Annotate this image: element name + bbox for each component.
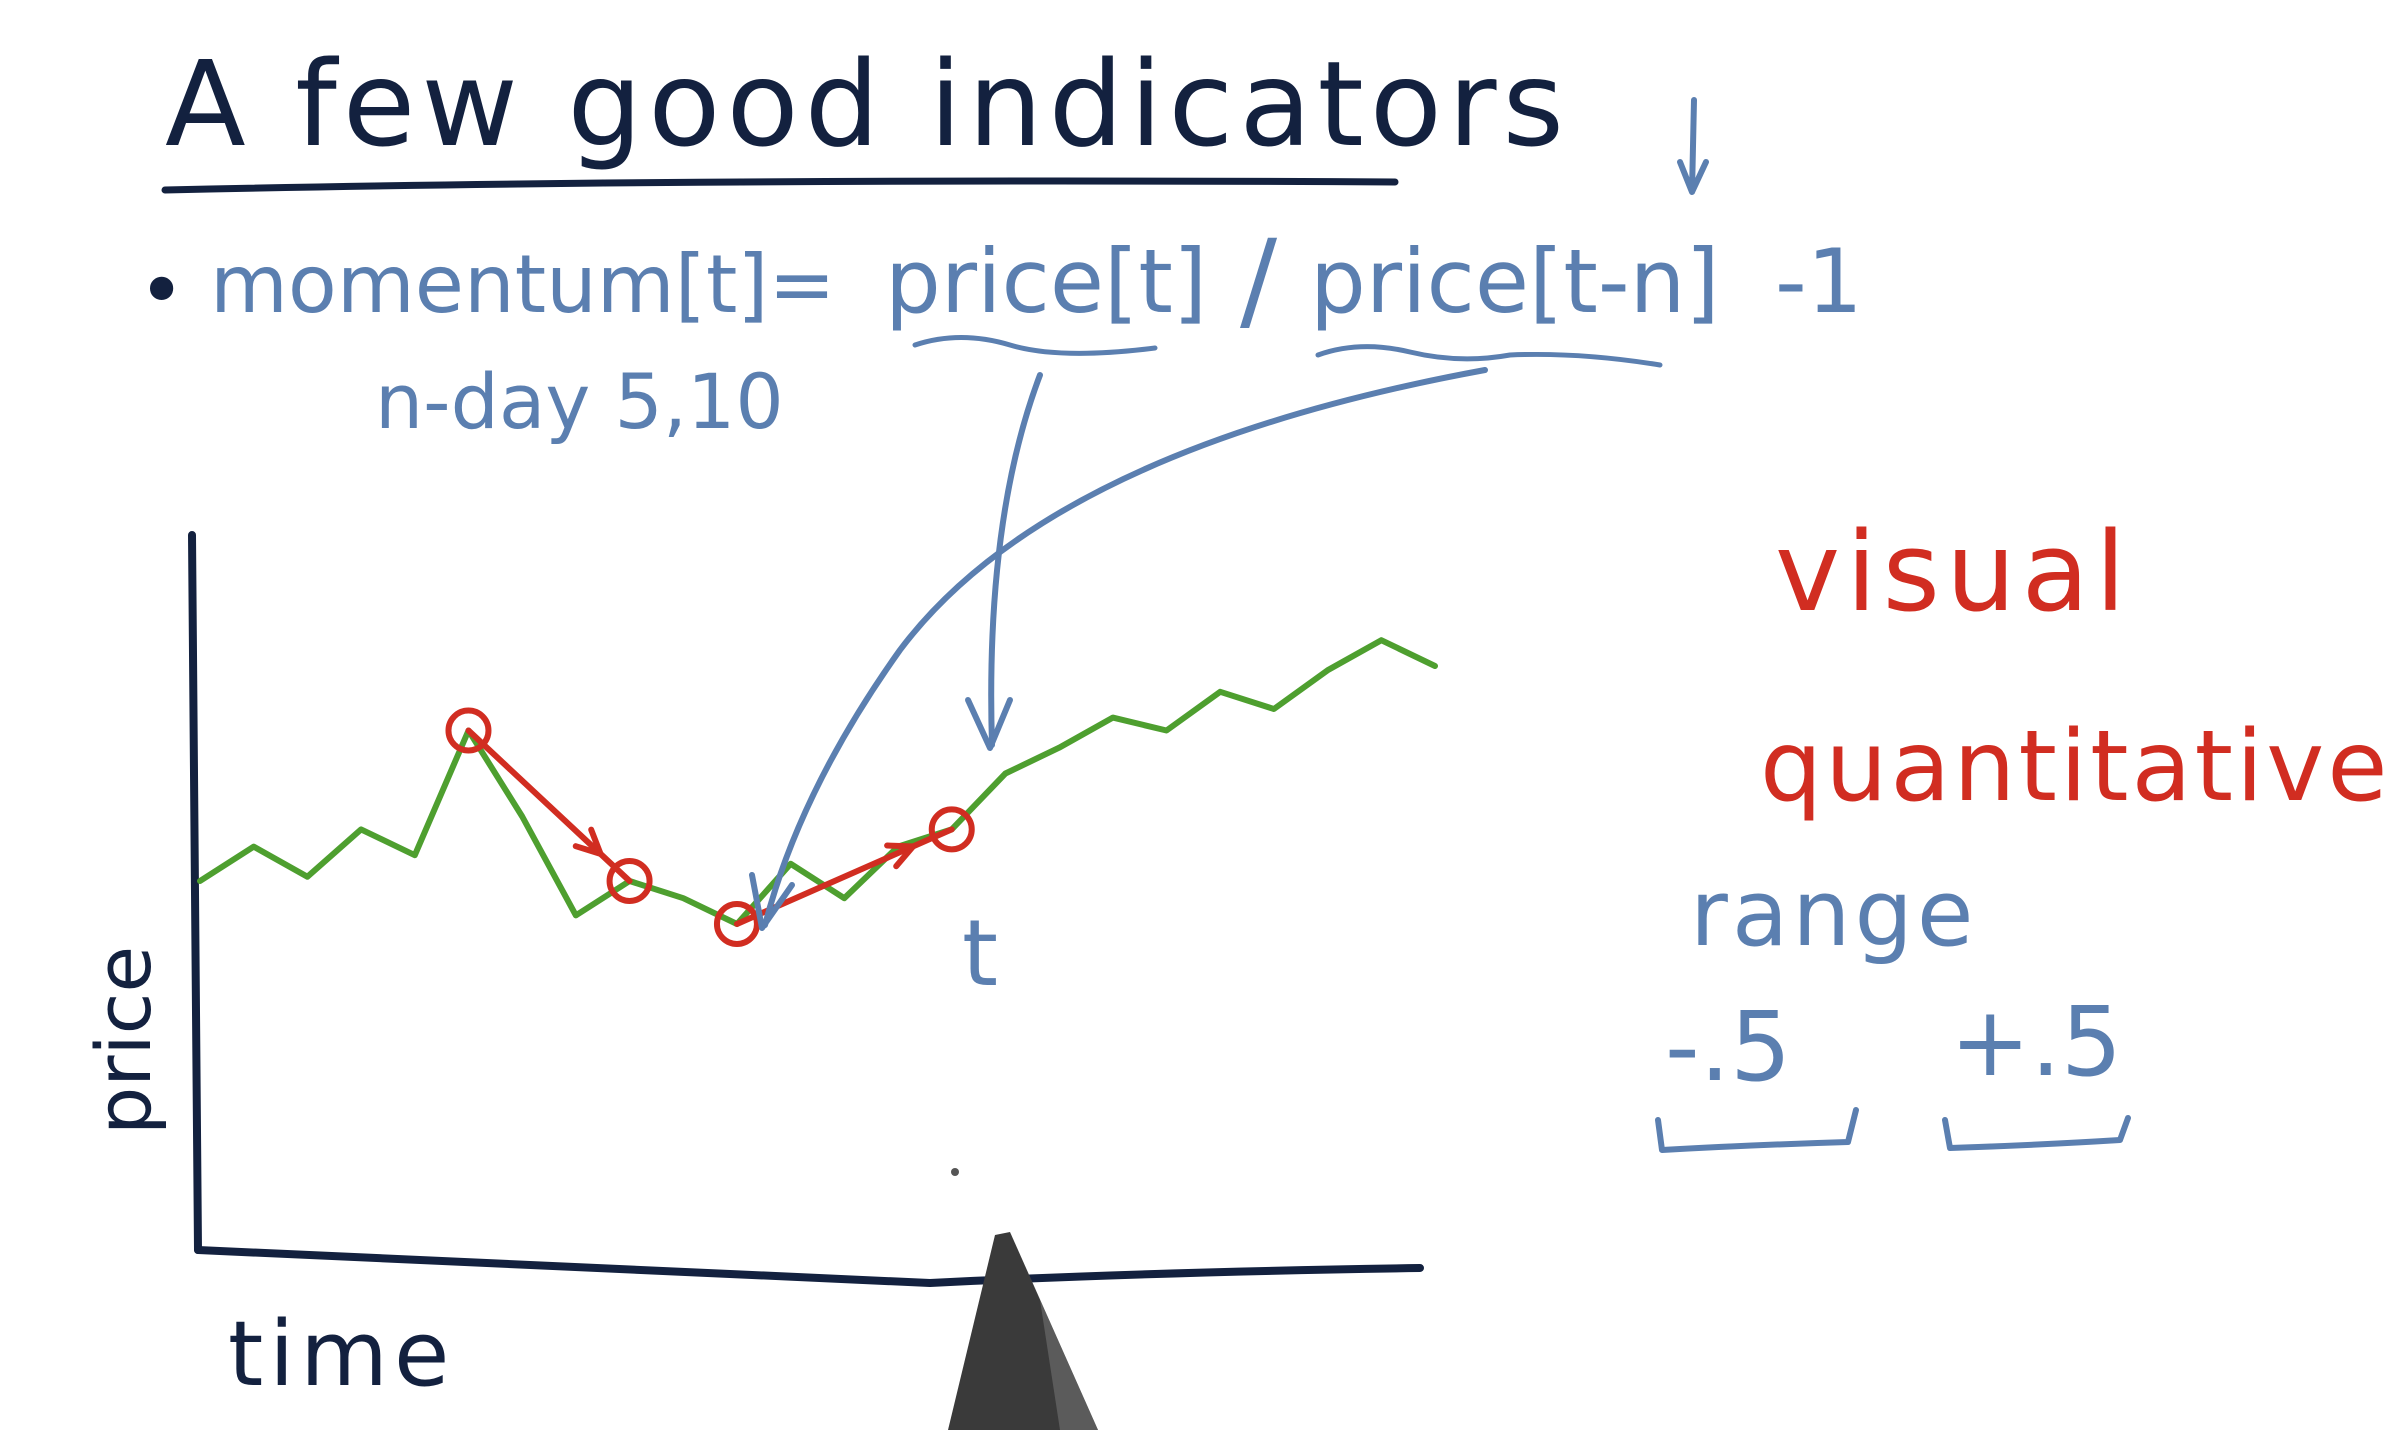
momentum-label: momentum[t]=: [210, 238, 836, 331]
range-low-bracket: [1655, 1107, 1859, 1153]
denominator-price-t-n: price[t-n]: [1310, 230, 1720, 333]
y-axis: [188, 531, 202, 1254]
momentum-arrowhead-icon: [572, 826, 606, 859]
small-down-arrow-icon: [1677, 97, 1709, 195]
range-low-value: -.5: [1665, 991, 1791, 1103]
highlight-circle: [928, 806, 975, 853]
range-label: range: [1690, 860, 1978, 967]
highlight-circle: [606, 858, 653, 904]
range-high-value: +.5: [1950, 986, 2122, 1098]
denominator-underline: [1315, 344, 1663, 368]
visual-label: visual: [1775, 508, 2132, 636]
stylus-icon: [948, 1168, 1098, 1430]
page-title: A few good indicators: [165, 35, 1570, 173]
arrow-numerator-head-icon: [965, 697, 1013, 751]
numerator-underline: [912, 335, 1158, 356]
title-underline: [161, 177, 1399, 194]
numerator-price-t: price[t]: [885, 230, 1207, 333]
range-high-bracket: [1942, 1115, 2131, 1151]
x-axis: [194, 1246, 1424, 1287]
t-marker-label: t: [962, 900, 998, 1007]
arrow-denominator-head-icon: [749, 872, 795, 931]
quantitative-label: quantitative: [1760, 710, 2390, 824]
n-day-note: n-day 5,10: [375, 357, 784, 446]
y-axis-label: price: [79, 946, 168, 1135]
highlight-circle: [445, 707, 492, 754]
division-slash: /: [1240, 216, 1278, 344]
bullet: •: [138, 244, 185, 337]
arrow-denominator-to-low: [762, 367, 1488, 928]
arrow-numerator-to-t: [988, 372, 1043, 748]
momentum-arrowhead-icon: [884, 842, 920, 870]
highlight-circle: [713, 901, 760, 947]
price-series-line: [197, 637, 1438, 927]
x-axis-label: time: [228, 1302, 455, 1407]
minus-one: -1: [1775, 230, 1863, 333]
